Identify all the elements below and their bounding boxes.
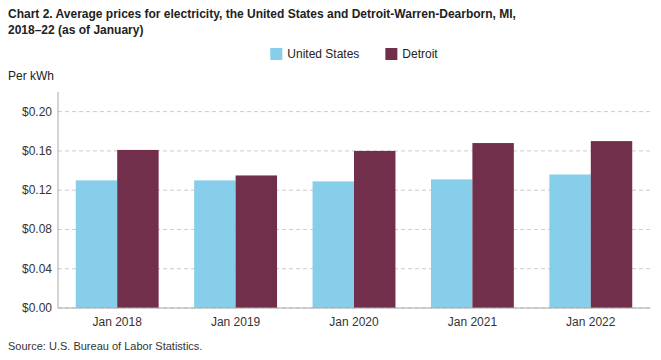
bar — [431, 179, 472, 308]
y-tick-label: $0.04 — [22, 262, 52, 276]
y-tick-label: $0.08 — [22, 222, 52, 236]
legend-item: United States — [270, 47, 359, 61]
y-axis-line — [58, 92, 59, 308]
x-tick-label: Jan 2018 — [93, 315, 143, 329]
legend-label: Detroit — [402, 47, 438, 61]
bar — [591, 141, 632, 308]
y-axis-label: Per kWh — [8, 69, 54, 83]
legend-swatch — [385, 48, 397, 60]
legend: United States Detroit — [270, 47, 438, 61]
grid — [58, 112, 650, 308]
grid-line — [58, 308, 650, 309]
bar — [76, 180, 117, 308]
x-axis-line — [58, 308, 650, 309]
y-tick-label: $0.12 — [22, 183, 52, 197]
chart: Chart 2. Average prices for electricity,… — [0, 0, 661, 360]
bar — [236, 175, 277, 308]
grid-line — [58, 111, 650, 112]
y-tick-label: $0.16 — [22, 144, 52, 158]
x-tick-label: Jan 2020 — [329, 315, 379, 329]
title: Chart 2. Average prices for electricity,… — [8, 7, 516, 21]
x-tick-label: Jan 2022 — [566, 315, 616, 329]
source-note: Source: U.S. Bureau of Labor Statistics. — [8, 340, 202, 352]
bar — [472, 143, 513, 308]
y-tick-label: $0.20 — [22, 105, 52, 119]
y-tick-label: $0.00 — [22, 301, 52, 315]
legend-label: United States — [287, 47, 359, 61]
bar — [194, 180, 235, 308]
bar — [549, 174, 590, 308]
legend-swatch — [270, 48, 282, 60]
background — [0, 0, 661, 360]
bar — [117, 150, 158, 308]
legend-item: Detroit — [385, 47, 438, 61]
bar — [313, 181, 354, 308]
subtitle: 2018–22 (as of January) — [8, 23, 143, 37]
bar — [354, 151, 395, 308]
x-tick-label: Jan 2021 — [448, 315, 498, 329]
x-tick-label: Jan 2019 — [211, 315, 261, 329]
bars — [76, 141, 632, 308]
